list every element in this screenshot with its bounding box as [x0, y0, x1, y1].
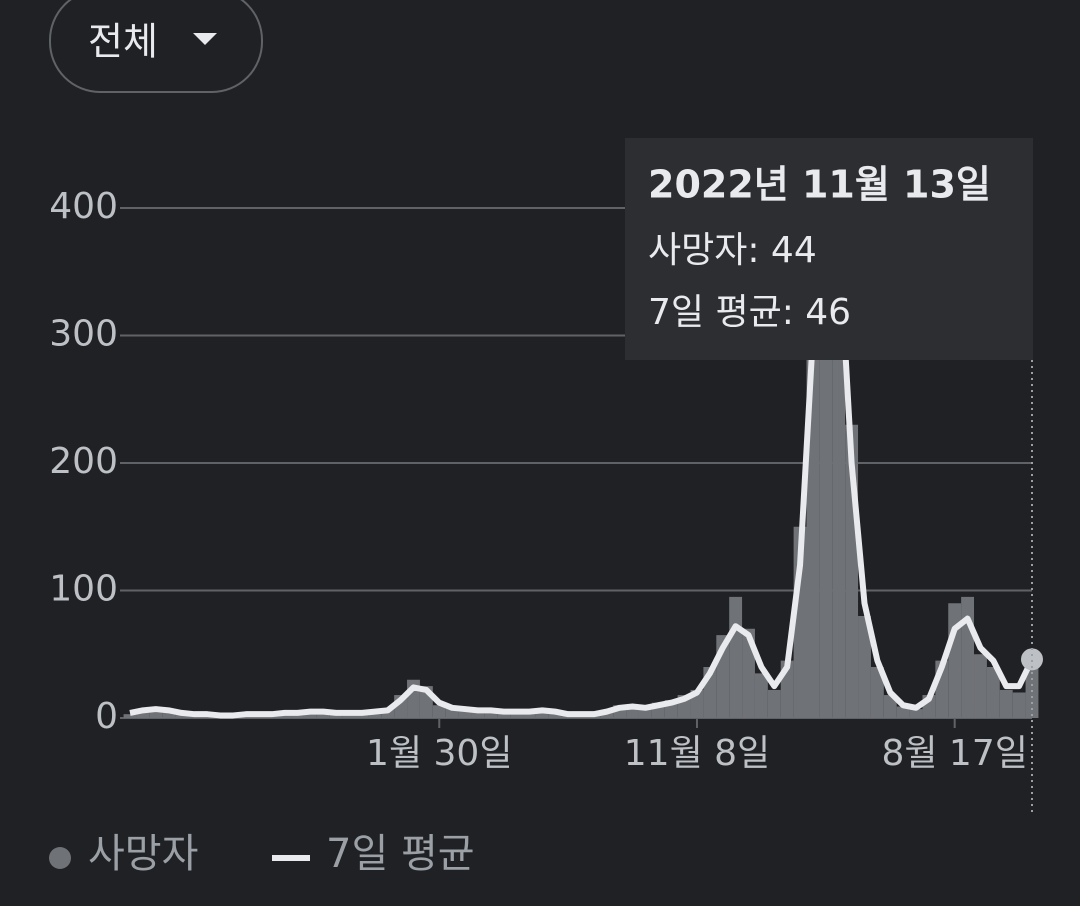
- bar: [381, 709, 395, 718]
- bar: [974, 654, 987, 718]
- bar: [961, 596, 975, 718]
- bar: [729, 596, 743, 718]
- bar: [909, 709, 923, 718]
- bar: [445, 706, 459, 718]
- y-tick-label: 200: [49, 441, 118, 482]
- bar: [149, 707, 163, 718]
- bar: [432, 705, 446, 718]
- tooltip-box: [625, 138, 1033, 360]
- bar: [123, 714, 137, 718]
- x-tick-label: 11월 8일: [624, 733, 770, 774]
- dropdown-label[interactable]: 전체: [88, 20, 158, 64]
- bar: [638, 706, 652, 718]
- bar: [458, 710, 472, 718]
- bar: [767, 689, 781, 718]
- tooltip-title: 2022년 11월 13일: [648, 163, 991, 207]
- hover-dot: [1021, 648, 1043, 671]
- bar: [754, 673, 768, 718]
- bar: [510, 712, 524, 718]
- y-tick-label: 0: [95, 696, 118, 737]
- bar: [858, 616, 871, 718]
- x-tick-label: 1월 30일: [366, 733, 512, 774]
- average-line: [129, 217, 1035, 719]
- legend: 사망자 7일 평균: [49, 831, 475, 877]
- legend-swatch: [49, 847, 71, 869]
- plot: 0 100 200 300 400 1월 30일 11월 8일 8월 17일: [49, 186, 1043, 774]
- bar: [368, 711, 382, 718]
- dropdown-arrow[interactable]: [193, 33, 217, 45]
- bar: [548, 712, 562, 718]
- bar: [316, 711, 330, 718]
- dropdown-border[interactable]: [49, 0, 263, 93]
- bar: [870, 667, 884, 718]
- bar: [626, 707, 639, 718]
- bar: [948, 603, 962, 718]
- x-tick-label: 8월 17일: [881, 733, 1027, 774]
- bar: [535, 709, 549, 718]
- y-tick-label: 100: [49, 569, 118, 610]
- bar: [986, 667, 1000, 718]
- legend-label: 사망자: [88, 831, 198, 877]
- bar: [342, 714, 356, 718]
- tooltip-line: 7일 평균: 46: [648, 292, 851, 333]
- bar: [136, 709, 150, 718]
- tooltip-line: 사망자: 44: [648, 230, 817, 271]
- bar: [471, 709, 485, 718]
- y-tick-label: 300: [49, 314, 118, 355]
- bar: [162, 711, 176, 718]
- bar: [883, 695, 897, 718]
- bar: [896, 706, 910, 718]
- bar: [999, 689, 1013, 718]
- bar: [1025, 661, 1039, 718]
- tooltip: 2022년 11월 13일 사망자: 44 7일 평균: 46: [625, 138, 1033, 360]
- y-tick-label: 400: [49, 186, 118, 227]
- bar: [1012, 692, 1026, 718]
- filter-dropdown[interactable]: 전체: [49, 0, 263, 93]
- legend-label: 7일 평균: [326, 831, 475, 877]
- bar: [484, 711, 498, 718]
